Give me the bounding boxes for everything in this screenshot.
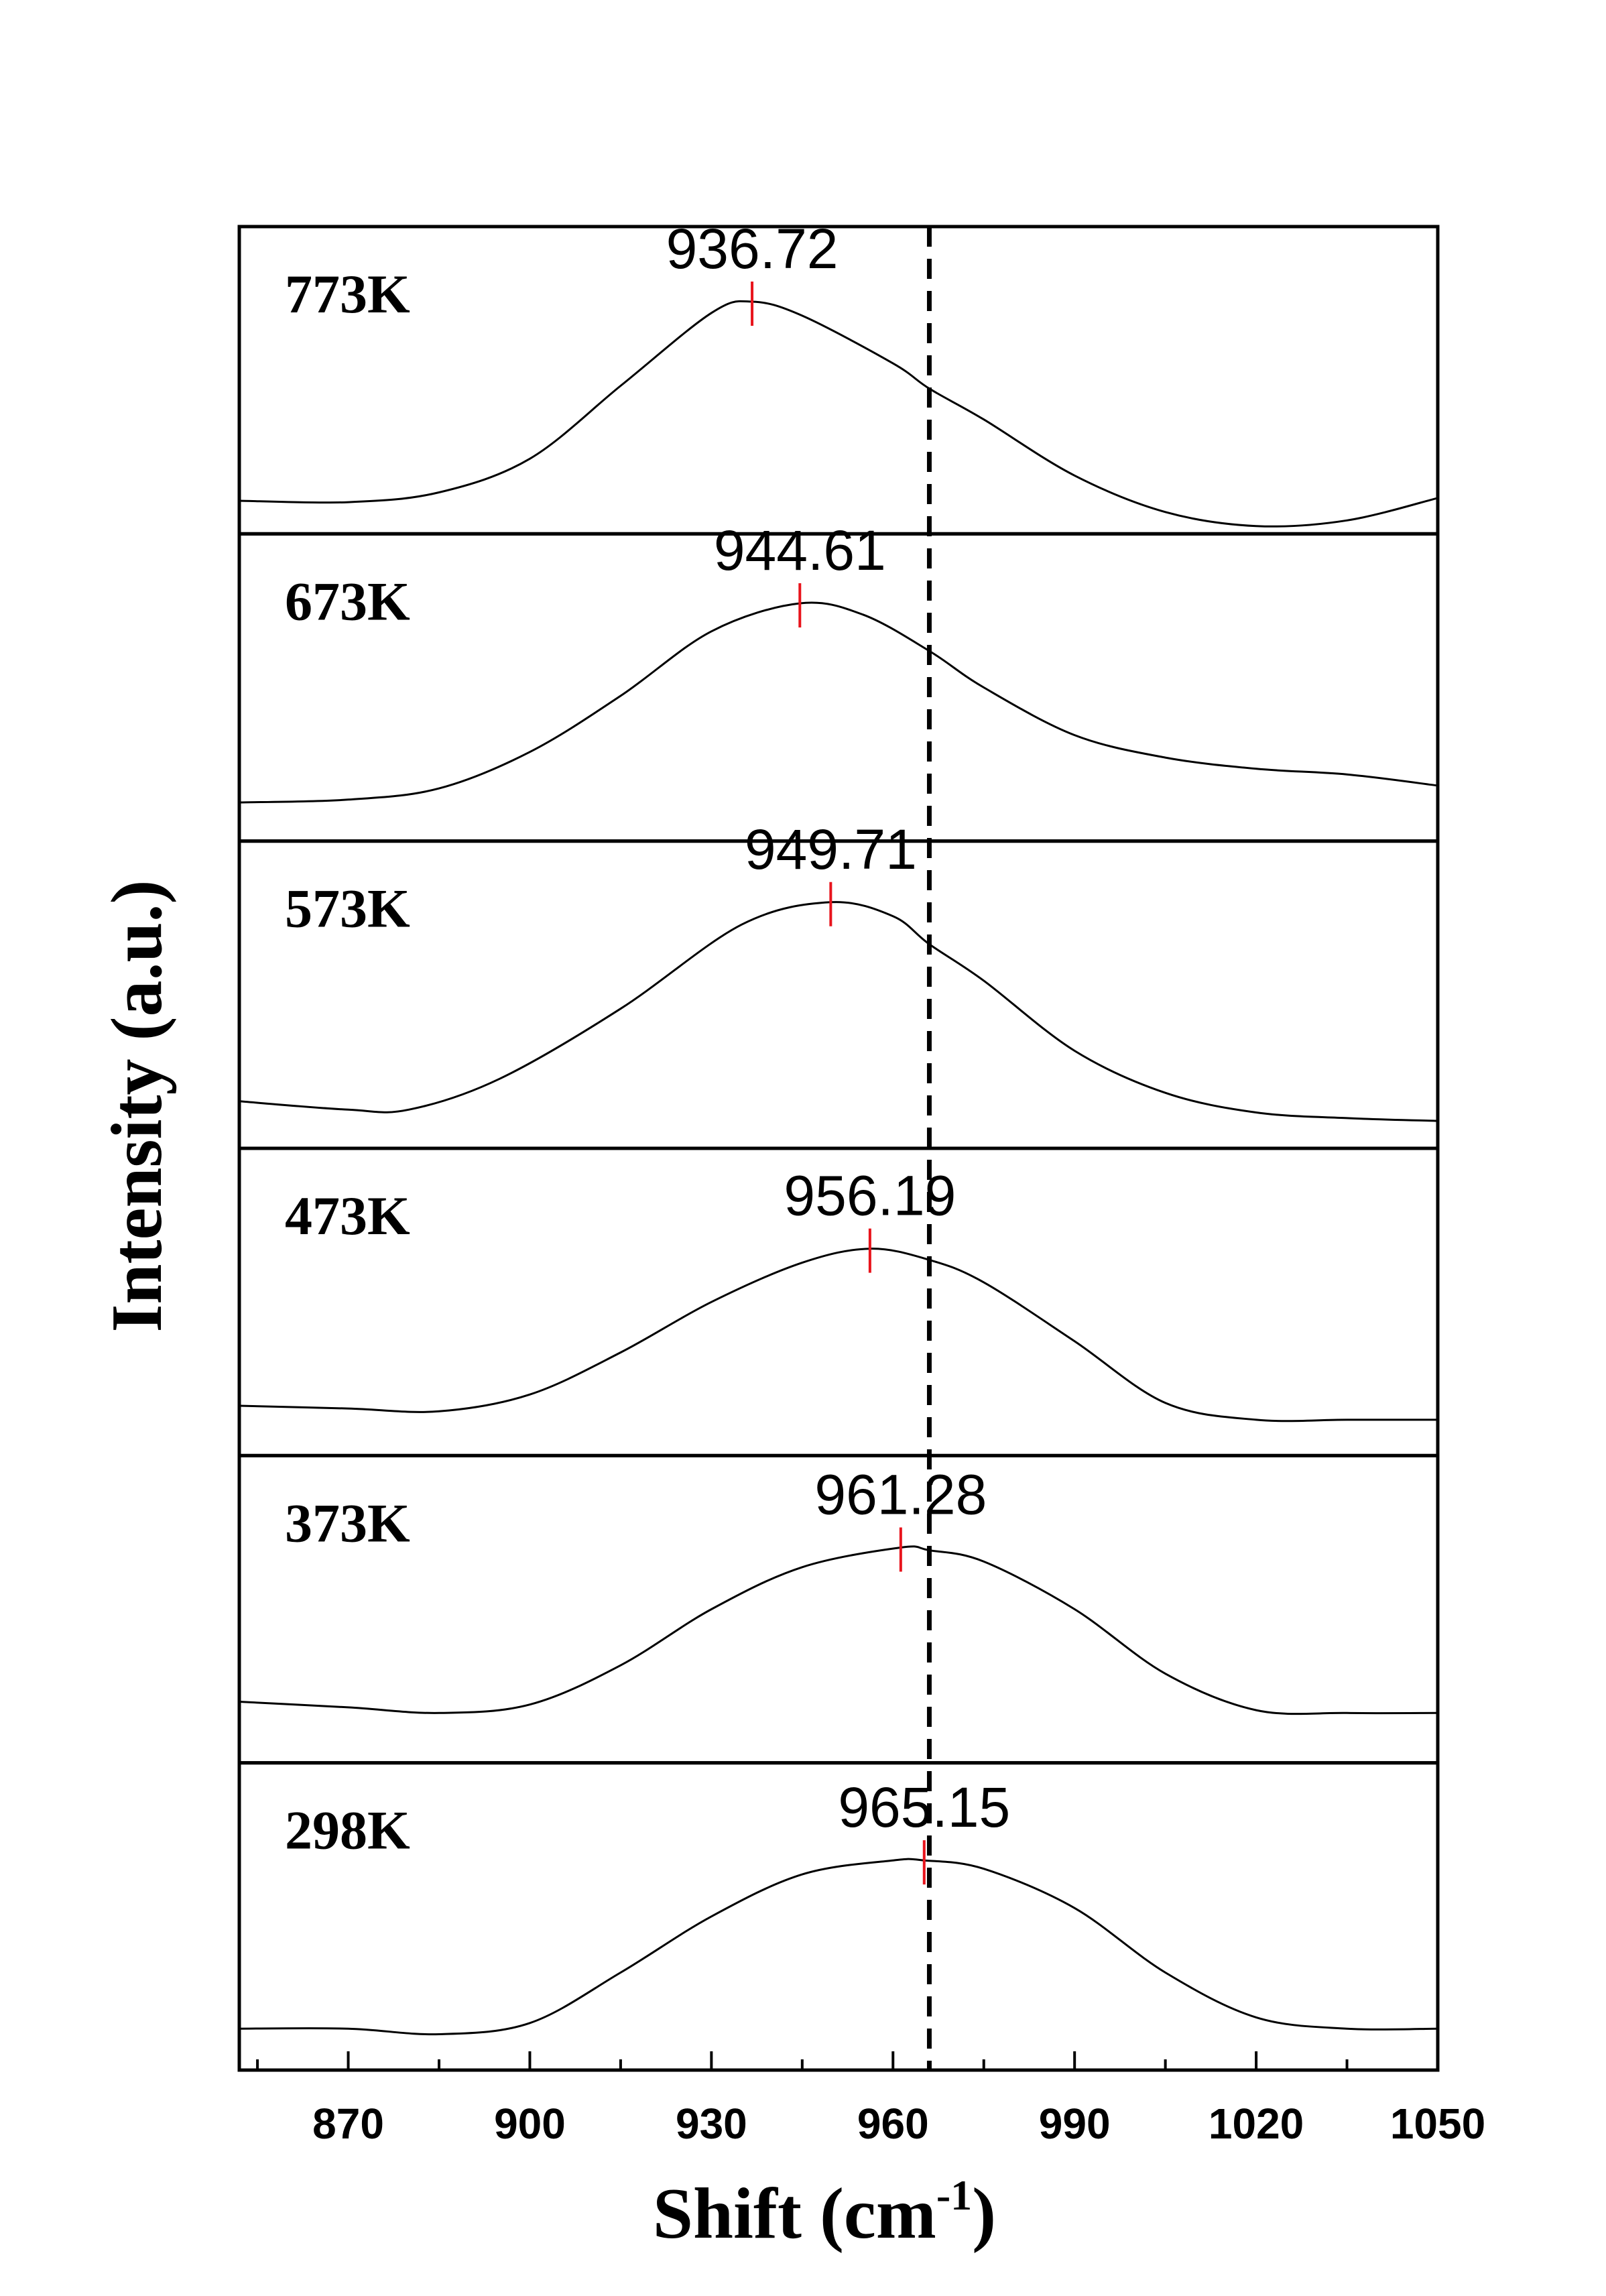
panel-573K: 949.71 573K — [237, 818, 1440, 1150]
peak-label-373K: 961.28 — [814, 1463, 987, 1526]
x-tick-label: 870 — [312, 2100, 384, 2148]
spectrum-line-373K — [239, 1545, 1438, 1715]
temperature-label-298K: 298K — [285, 1800, 410, 1861]
temperature-label-673K: 673K — [285, 570, 410, 631]
panels-group: 936.72 773K 944.61 673K 949.71 573K 956.19473K… — [237, 217, 1440, 2072]
x-ticks-group: 870 900 930 960 990 1020 1050 — [256, 2051, 1485, 2148]
spectrum-line-573K — [239, 901, 1438, 1122]
x-tick-label: 960 — [857, 2100, 929, 2148]
panel-373K: 961.28 373K — [237, 1453, 1440, 1765]
panel-773K: 936.72 773K — [237, 217, 1440, 536]
panel-673K: 944.61 673K — [237, 519, 1440, 843]
x-axis-title: Shift (cm-1) — [653, 2171, 996, 2254]
peak-label-298K: 965.15 — [838, 1776, 1010, 1839]
x-tick-label: 1050 — [1390, 2100, 1485, 2148]
temperature-label-773K: 773K — [285, 263, 410, 324]
peak-label-773K: 936.72 — [666, 217, 839, 280]
x-tick-label: 1020 — [1209, 2100, 1304, 2148]
x-axis-title-superscript: -1 — [936, 2171, 972, 2219]
peak-label-573K: 949.71 — [745, 818, 917, 881]
x-tick-label: 990 — [1039, 2100, 1111, 2148]
panel-frame — [237, 1761, 1440, 2072]
panel-frame — [237, 225, 1440, 536]
x-tick-label: 900 — [494, 2100, 566, 2148]
x-tick-label: 930 — [676, 2100, 747, 2148]
temperature-label-473K: 473K — [285, 1185, 410, 1246]
peak-label-673K: 944.61 — [714, 519, 886, 582]
temperature-label-573K: 573K — [285, 878, 410, 939]
spectrum-line-298K — [239, 1858, 1438, 2036]
panel-frame — [237, 839, 1440, 1150]
spectrum-line-473K — [239, 1248, 1438, 1423]
temperature-label-373K: 373K — [285, 1492, 410, 1553]
y-axis-title: Intensity (a.u.) — [97, 880, 177, 1332]
panel-298K: 965.15 298K — [237, 1761, 1440, 2072]
spectrum-line-673K — [239, 601, 1438, 804]
spectrum-line-773K — [239, 300, 1438, 528]
